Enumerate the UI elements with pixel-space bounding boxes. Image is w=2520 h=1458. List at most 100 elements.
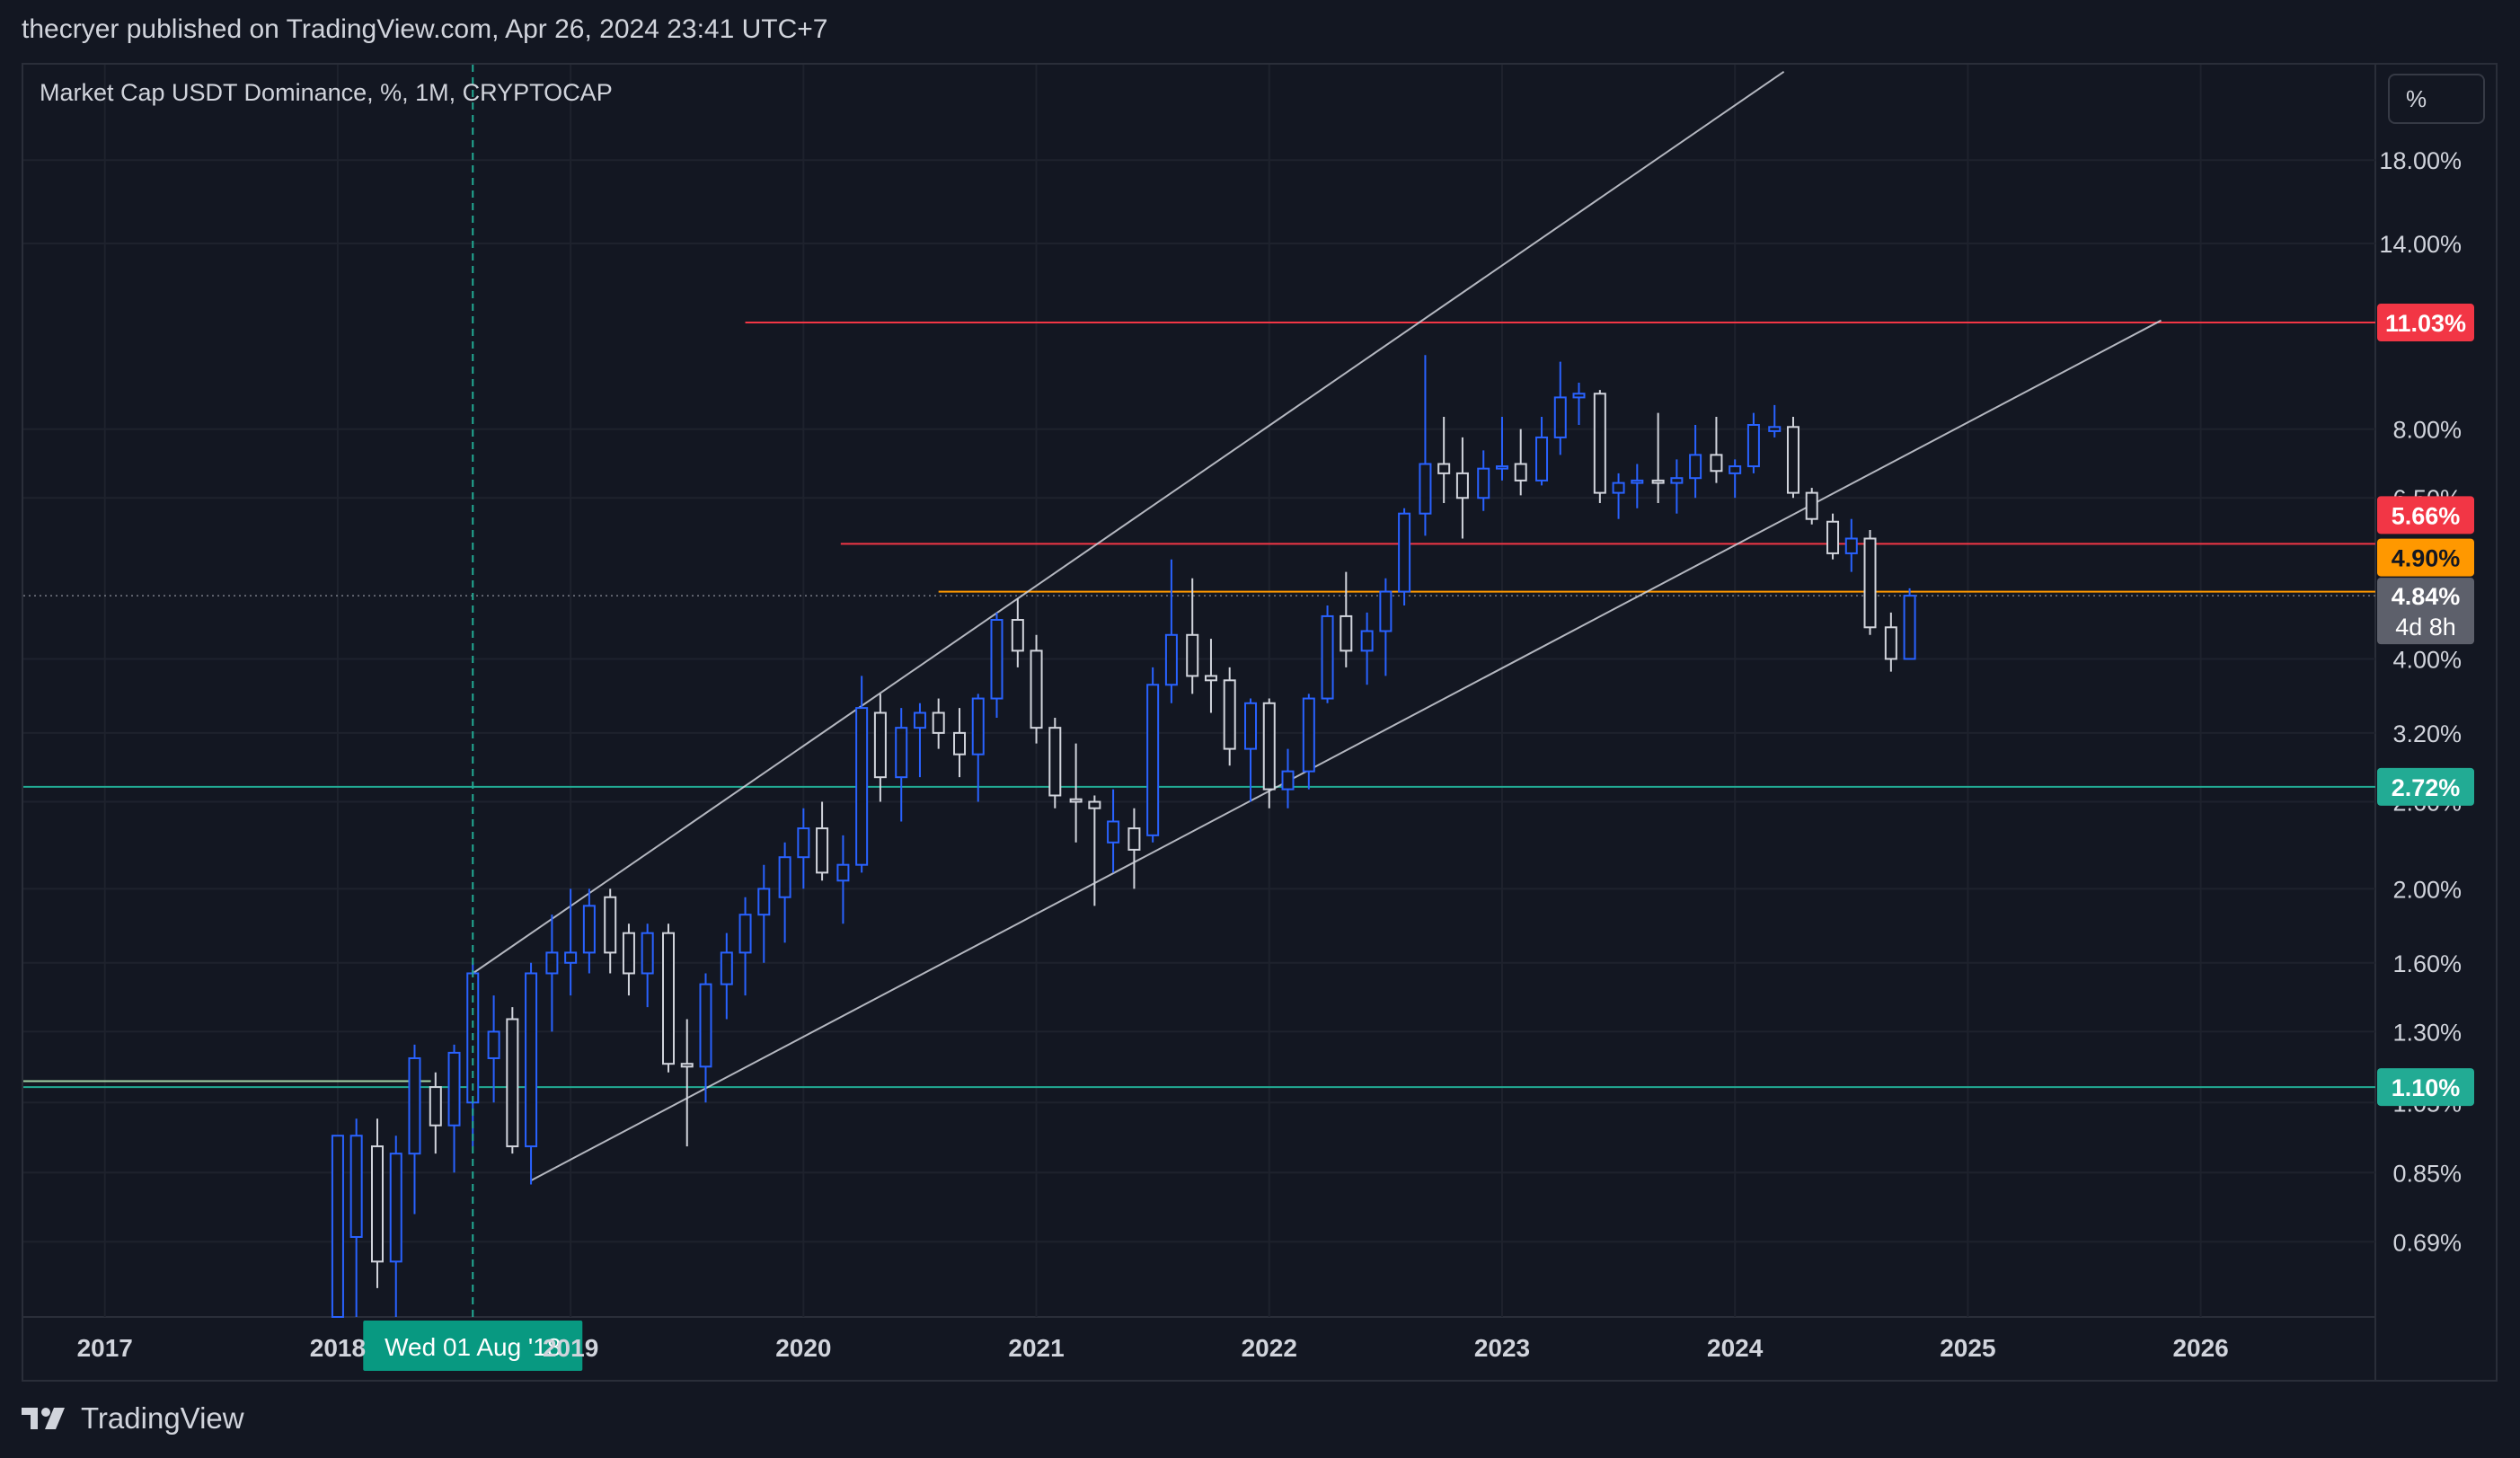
candle[interactable] bbox=[349, 1118, 363, 1317]
candle[interactable] bbox=[641, 923, 654, 1008]
candle[interactable] bbox=[1710, 416, 1723, 483]
candle-body bbox=[720, 951, 733, 985]
candle[interactable] bbox=[1437, 416, 1451, 503]
candle[interactable] bbox=[1729, 459, 1742, 499]
candle[interactable] bbox=[1107, 789, 1120, 873]
candle[interactable] bbox=[1223, 667, 1236, 766]
candle[interactable] bbox=[1477, 450, 1490, 511]
candle[interactable] bbox=[1689, 425, 1702, 499]
bar-countdown-label: 4d 8h bbox=[2395, 614, 2456, 641]
candle[interactable] bbox=[1884, 612, 1897, 672]
candle[interactable] bbox=[1398, 508, 1411, 605]
candle[interactable] bbox=[1048, 717, 1062, 809]
candle[interactable] bbox=[1786, 416, 1799, 499]
candle[interactable] bbox=[1805, 488, 1818, 525]
candle[interactable] bbox=[873, 694, 887, 802]
channel-trend-line[interactable] bbox=[530, 319, 2162, 1181]
price-tick-label: 18.00% bbox=[2379, 147, 2462, 174]
candle[interactable] bbox=[447, 1044, 461, 1173]
candle[interactable] bbox=[506, 1007, 519, 1154]
candle[interactable] bbox=[797, 808, 810, 889]
channel-trend-line[interactable] bbox=[472, 70, 1785, 975]
candle[interactable] bbox=[1281, 748, 1295, 809]
candle[interactable] bbox=[1863, 530, 1877, 635]
candle-body bbox=[895, 727, 908, 779]
candle[interactable] bbox=[370, 1118, 384, 1288]
candle[interactable] bbox=[1826, 513, 1840, 560]
tradingview-logo[interactable]: TradingView bbox=[22, 1401, 244, 1436]
candle[interactable] bbox=[953, 708, 967, 778]
candle[interactable] bbox=[836, 835, 850, 924]
candle[interactable] bbox=[1553, 361, 1567, 455]
candle[interactable] bbox=[429, 1072, 442, 1154]
candle-body bbox=[1107, 820, 1120, 844]
candle[interactable] bbox=[389, 1135, 402, 1317]
candle[interactable] bbox=[1651, 412, 1665, 503]
candle[interactable] bbox=[487, 995, 500, 1103]
candle[interactable] bbox=[1186, 578, 1199, 694]
candle[interactable] bbox=[331, 1135, 344, 1319]
candle[interactable] bbox=[895, 708, 908, 822]
candle[interactable] bbox=[1321, 605, 1334, 703]
candle[interactable] bbox=[1612, 473, 1625, 519]
chart-pane[interactable] bbox=[22, 63, 2498, 1382]
candle[interactable] bbox=[1302, 694, 1315, 790]
candle[interactable] bbox=[1164, 559, 1178, 703]
candle[interactable] bbox=[1069, 743, 1083, 843]
candle[interactable] bbox=[913, 702, 926, 778]
candle[interactable] bbox=[1746, 412, 1760, 473]
candle[interactable] bbox=[564, 888, 578, 996]
candle[interactable] bbox=[1011, 598, 1024, 667]
tradingview-logo-icon bbox=[22, 1408, 65, 1429]
candle[interactable] bbox=[1572, 382, 1586, 426]
candle[interactable] bbox=[1030, 634, 1043, 744]
candle[interactable] bbox=[466, 962, 480, 1147]
candle-body bbox=[1146, 684, 1160, 836]
candle[interactable] bbox=[1455, 437, 1469, 539]
candle[interactable] bbox=[1088, 795, 1101, 906]
candle[interactable] bbox=[1340, 571, 1353, 667]
candle[interactable] bbox=[932, 698, 945, 749]
candle[interactable] bbox=[662, 923, 676, 1073]
candle[interactable] bbox=[1495, 416, 1508, 481]
candle[interactable] bbox=[699, 973, 712, 1103]
candle[interactable] bbox=[816, 801, 829, 881]
candle[interactable] bbox=[604, 888, 617, 974]
candle[interactable] bbox=[720, 932, 733, 1020]
candle[interactable] bbox=[1768, 404, 1782, 437]
candle-body bbox=[1477, 467, 1490, 499]
header-bar: thecryer published on TradingView.com, A… bbox=[0, 0, 2520, 63]
candle-body bbox=[1398, 512, 1411, 593]
candle[interactable] bbox=[1514, 429, 1527, 496]
level-price-label-bg bbox=[2377, 767, 2474, 806]
candle[interactable] bbox=[855, 676, 869, 873]
candle[interactable] bbox=[680, 1019, 694, 1147]
percent-scale-button[interactable]: % bbox=[2388, 74, 2485, 124]
candle[interactable] bbox=[1844, 518, 1858, 572]
candle[interactable] bbox=[1204, 639, 1217, 713]
candle[interactable] bbox=[1670, 459, 1684, 514]
candle[interactable] bbox=[525, 962, 538, 1185]
candle[interactable] bbox=[1244, 698, 1258, 802]
candle[interactable] bbox=[408, 1044, 421, 1215]
candle[interactable] bbox=[1146, 667, 1160, 843]
candle[interactable] bbox=[971, 694, 985, 802]
candle[interactable] bbox=[622, 923, 635, 996]
candle[interactable] bbox=[757, 864, 771, 963]
candle[interactable] bbox=[1262, 698, 1276, 809]
candle[interactable] bbox=[582, 888, 596, 974]
candle[interactable] bbox=[545, 915, 559, 1032]
candle[interactable] bbox=[1593, 390, 1606, 503]
candle[interactable] bbox=[1631, 464, 1644, 508]
candle[interactable] bbox=[1903, 588, 1916, 660]
candle[interactable] bbox=[1419, 355, 1432, 536]
candle[interactable] bbox=[1535, 416, 1549, 486]
chart-canvas[interactable]: Wed 01 Aug '18 2017 2018 2019 2020 2021 2022 2… bbox=[0, 0, 2520, 1382]
candle[interactable] bbox=[738, 897, 752, 996]
candle[interactable] bbox=[1127, 808, 1141, 889]
symbol-legend[interactable]: Market Cap USDT Dominance, %, 1M, CRYPTO… bbox=[40, 79, 613, 106]
candle[interactable] bbox=[990, 612, 1004, 718]
candle[interactable] bbox=[778, 842, 791, 943]
candle[interactable] bbox=[1360, 612, 1374, 685]
candle[interactable] bbox=[1379, 578, 1393, 676]
